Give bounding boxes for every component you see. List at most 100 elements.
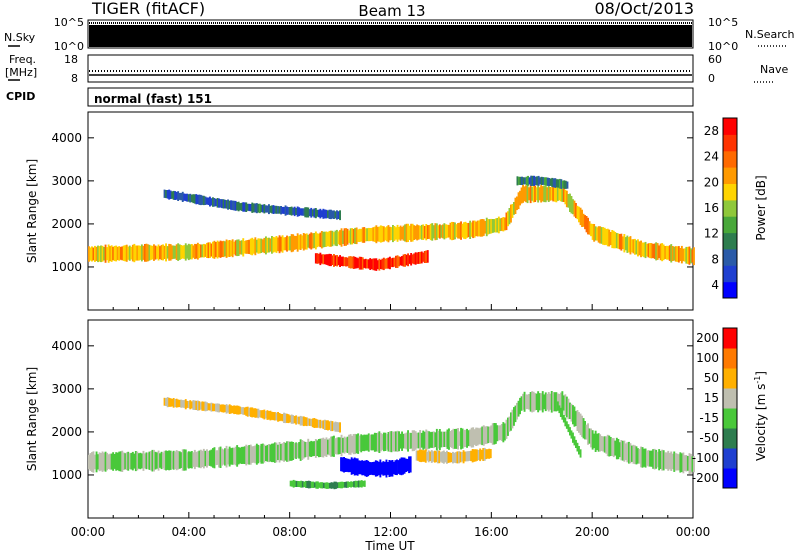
power-range-cell: [239, 203, 242, 211]
power-range-cell: [454, 222, 456, 240]
velocity-range-cell: [307, 438, 310, 460]
power-range-cell: [398, 256, 400, 267]
power-range-cell: [237, 201, 240, 212]
velocity-range-cell: [219, 446, 222, 468]
power-range-cell: [451, 221, 453, 241]
velocity-range-cell: [435, 428, 438, 451]
velocity-range-cell: [415, 450, 418, 461]
power-range-cell: [673, 246, 676, 261]
power-range-cell: [180, 245, 183, 260]
velocity-colorbar-tick-label: -15: [699, 411, 719, 425]
cpid-panel: CPID normal (fast) 151: [6, 87, 694, 107]
velocity-range-cell: [193, 400, 196, 410]
power-range-cell: [476, 220, 479, 237]
velocity-range-cell: [429, 451, 432, 462]
velocity-range-cell: [372, 434, 375, 451]
power-range-cell: [369, 258, 372, 270]
power-range-cell: [234, 200, 237, 211]
velocity-range-cell: [180, 452, 183, 468]
power-range-cell: [325, 209, 328, 219]
velocity-range-cell: [304, 480, 307, 488]
power-range-cell: [398, 227, 400, 240]
velocity-range-cell: [402, 433, 405, 449]
power-range-cell: [298, 235, 301, 250]
power-range-cell: [567, 194, 570, 208]
velocity-range-cell: [342, 437, 344, 453]
velocity-range-cell: [670, 451, 673, 471]
power-range-cell: [502, 217, 505, 232]
velocity-range-cell: [237, 447, 240, 465]
velocity-colorbar-segment: [723, 408, 737, 429]
velocity-axes: 1000 2000 3000 4000 00:00 04:00 08:00 12:00 16:0…: [51, 339, 710, 539]
velocity-range-cell: [192, 400, 195, 410]
velocity-range-cell: [491, 423, 494, 445]
power-range-cell: [544, 185, 547, 203]
power-range-cell: [115, 245, 118, 262]
velocity-range-cell: [430, 450, 433, 463]
velocity-range-cell: [239, 406, 242, 415]
velocity-range-cell: [340, 457, 342, 472]
power-axes: 1000 2000 3000 4000: [51, 131, 694, 310]
velocity-range-cell: [643, 448, 645, 467]
velocity-range-cell: [300, 480, 303, 488]
power-range-cell: [304, 233, 307, 250]
power-range-cell: [560, 179, 563, 189]
velocity-range-cell: [658, 449, 661, 471]
velocity-range-cell: [369, 434, 372, 451]
velocity-range-cell: [107, 454, 110, 469]
power-range-cell: [331, 210, 334, 219]
velocity-range-cell: [640, 446, 642, 468]
velocity-range-cell: [634, 445, 636, 465]
velocity-range-cell: [168, 397, 171, 407]
power-range-cell: [575, 203, 577, 219]
velocity-range-cell: [629, 443, 632, 464]
velocity-range-cell: [564, 394, 567, 416]
power-colorbar-tick-label: 28: [704, 124, 719, 138]
power-range-cell: [110, 245, 113, 262]
velocity-range-cell: [476, 449, 479, 461]
power-colorbar-segment: [723, 199, 737, 217]
velocity-range-cell: [219, 404, 222, 412]
power-range-cell: [437, 225, 440, 238]
power-range-cell: [376, 260, 379, 270]
velocity-range-cell: [319, 438, 322, 457]
velocity-ytick-label: 3000: [51, 382, 82, 396]
power-range-cell: [219, 199, 222, 208]
power-range-cell: [296, 233, 299, 252]
velocity-range-cell: [511, 409, 514, 429]
velocity-range-cell: [507, 417, 509, 436]
power-colorbar-tick-label: 20: [704, 175, 719, 189]
velocity-range-cell: [299, 415, 302, 426]
velocity-range-cell: [438, 450, 441, 464]
velocity-range-cell: [398, 431, 400, 452]
power-range-cell: [590, 223, 592, 237]
power-range-cell: [522, 177, 525, 185]
power-range-cell: [314, 253, 317, 264]
power-range-cell: [525, 185, 527, 203]
power-range-cell: [674, 246, 677, 262]
velocity-range-cell: [260, 410, 263, 418]
power-range-cell: [313, 208, 316, 218]
velocity-range-cell: [355, 458, 358, 476]
x-axis-label: Time UT: [364, 539, 415, 553]
power-range-cell: [298, 207, 301, 217]
velocity-range-cell: [330, 436, 332, 457]
power-range-cell: [373, 226, 376, 242]
power-range-cell: [162, 244, 164, 261]
velocity-range-cell: [467, 430, 470, 447]
velocity-range-cell: [122, 452, 125, 471]
velocity-range-cell: [564, 417, 567, 427]
velocity-range-cell: [271, 411, 273, 420]
velocity-range-cell: [632, 444, 635, 464]
velocity-range-cell: [234, 446, 237, 466]
velocity-range-cell: [523, 391, 526, 412]
power-range-cell: [549, 178, 552, 186]
power-range-cell: [230, 240, 233, 257]
power-range-cell: [144, 244, 146, 262]
velocity-range-cell: [677, 454, 680, 471]
velocity-range-cell: [537, 391, 540, 413]
power-range-cell: [497, 216, 500, 234]
velocity-colorbar-segment: [723, 448, 737, 469]
power-range-cell: [184, 243, 187, 261]
power-range-cell: [367, 259, 370, 269]
